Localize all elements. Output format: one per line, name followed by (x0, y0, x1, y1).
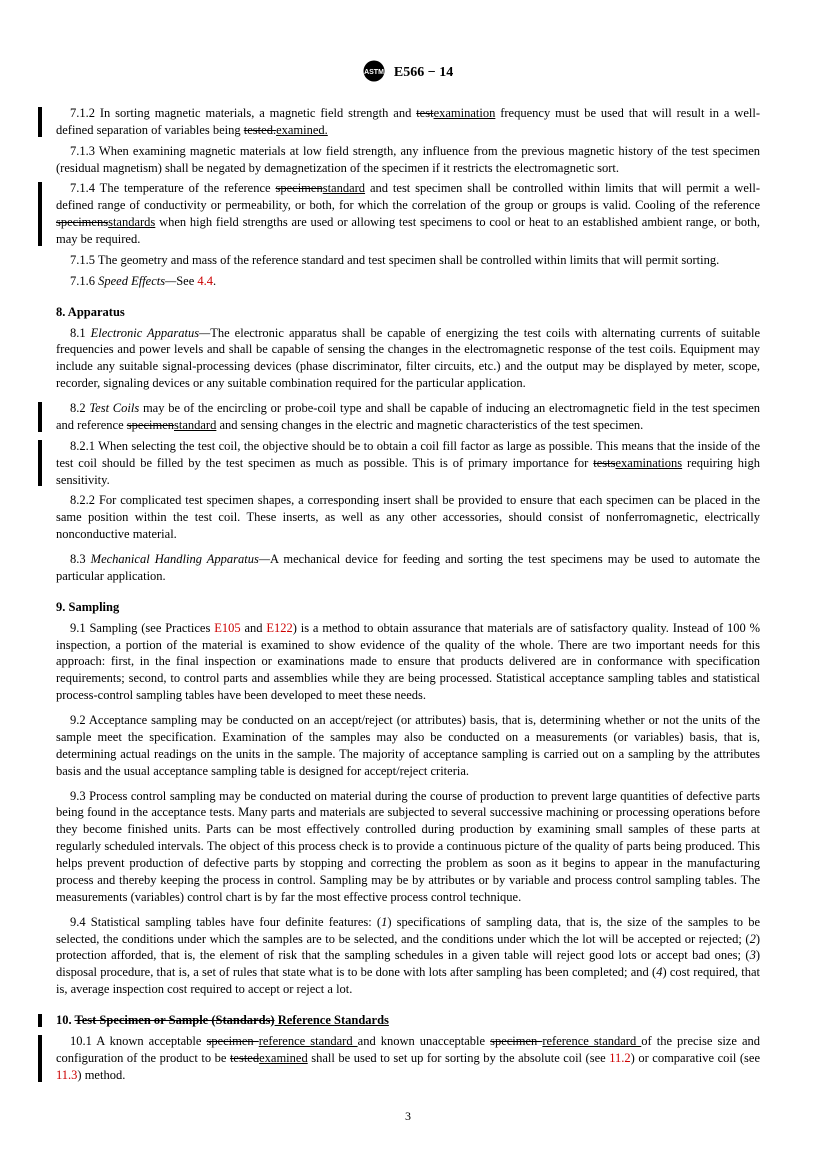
text: See (176, 274, 197, 288)
italic-text: Test Coils (89, 401, 139, 415)
deleted-text: tested. (244, 123, 276, 137)
text: and sensing changes in the electric and … (216, 418, 643, 432)
para-8-1: 8.1 Electronic Apparatus—The electronic … (56, 325, 760, 393)
deleted-text: tested (230, 1051, 259, 1065)
text: 8.1 (70, 326, 91, 340)
text: 7.1.6 (70, 274, 98, 288)
text: 7.1.4 The temperature of the reference (70, 181, 275, 195)
section-9-heading: 9. Sampling (56, 599, 760, 616)
para-8-2: 8.2 Test Coils may be of the encircling … (56, 400, 760, 434)
para-7-1-5: 7.1.5 The geometry and mass of the refer… (56, 252, 760, 269)
cross-reference[interactable]: 11.3 (56, 1068, 77, 1082)
para-8-2-1: 8.2.1 When selecting the test coil, the … (56, 438, 760, 489)
deleted-text: specimens (56, 215, 108, 229)
italic-text: Electronic Apparatus— (91, 326, 211, 340)
deleted-text: test (416, 106, 433, 120)
para-10-1: 10.1 A known acceptable specimen referen… (56, 1033, 760, 1084)
para-9-2: 9.2 Acceptance sampling may be conducted… (56, 712, 760, 780)
deleted-text: specimen (206, 1034, 258, 1048)
inserted-text: reference standard (259, 1034, 358, 1048)
cross-reference[interactable]: 4.4 (197, 274, 213, 288)
text: and known unacceptable (358, 1034, 490, 1048)
para-7-1-2: 7.1.2 In sorting magnetic materials, a m… (56, 105, 760, 139)
section-8-heading: 8. Apparatus (56, 304, 760, 321)
inserted-text: examination (434, 106, 496, 120)
section-10-heading: 10. Test Specimen or Sample (Standards) … (56, 1012, 760, 1029)
cross-reference[interactable]: E105 (214, 621, 240, 635)
inserted-text: reference standard (542, 1034, 641, 1048)
para-8-2-2: 8.2.2 For complicated test specimen shap… (56, 492, 760, 543)
text: and (241, 621, 267, 635)
para-9-3: 9.3 Process control sampling may be cond… (56, 788, 760, 906)
deleted-text: specimen (490, 1034, 542, 1048)
text: 10.1 A known acceptable (70, 1034, 206, 1048)
text: 8.2 (70, 401, 89, 415)
inserted-text: standard (323, 181, 365, 195)
text: 9.1 Sampling (see Practices (70, 621, 214, 635)
page-number: 3 (56, 1108, 760, 1124)
astm-logo: ASTM (363, 60, 385, 87)
deleted-text: specimen (275, 181, 322, 195)
inserted-text: examinations (615, 456, 682, 470)
para-7-1-4: 7.1.4 The temperature of the reference s… (56, 180, 760, 248)
deleted-text: tests (593, 456, 615, 470)
para-8-3: 8.3 Mechanical Handling Apparatus—A mech… (56, 551, 760, 585)
cross-reference[interactable]: E122 (266, 621, 292, 635)
deleted-text: specimen (127, 418, 174, 432)
text: . (213, 274, 216, 288)
inserted-text: examined. (276, 123, 328, 137)
text: 10. (56, 1013, 75, 1027)
text: ) method. (77, 1068, 125, 1082)
inserted-text: standard (174, 418, 216, 432)
text: 9.4 Statistical sampling tables have fou… (70, 915, 381, 929)
inserted-text: standards (108, 215, 155, 229)
para-7-1-3: 7.1.3 When examining magnetic materials … (56, 143, 760, 177)
italic-text: Mechanical Handling Apparatus— (91, 552, 270, 566)
italic-text: Speed Effects— (98, 274, 176, 288)
document-page: ASTM E566 − 14 7.1.2 In sorting magnetic… (0, 0, 816, 1164)
text: ) or comparative coil (see (631, 1051, 760, 1065)
text: when high field strengths are used or al… (56, 215, 760, 246)
text: 8.3 (70, 552, 91, 566)
standard-id: E566 − 14 (394, 64, 453, 83)
svg-text:ASTM: ASTM (364, 69, 384, 76)
para-9-4: 9.4 Statistical sampling tables have fou… (56, 914, 760, 998)
inserted-text: examined (259, 1051, 308, 1065)
text: 7.1.2 In sorting magnetic materials, a m… (70, 106, 416, 120)
text: shall be used to set up for sorting by t… (308, 1051, 610, 1065)
inserted-text: Reference Standards (275, 1013, 389, 1027)
para-7-1-6: 7.1.6 Speed Effects—See 4.4. (56, 273, 760, 290)
page-header: ASTM E566 − 14 (56, 60, 760, 87)
deleted-text: Test Specimen or Sample (Standards) (75, 1013, 275, 1027)
para-9-1: 9.1 Sampling (see Practices E105 and E12… (56, 620, 760, 704)
cross-reference[interactable]: 11.2 (609, 1051, 630, 1065)
